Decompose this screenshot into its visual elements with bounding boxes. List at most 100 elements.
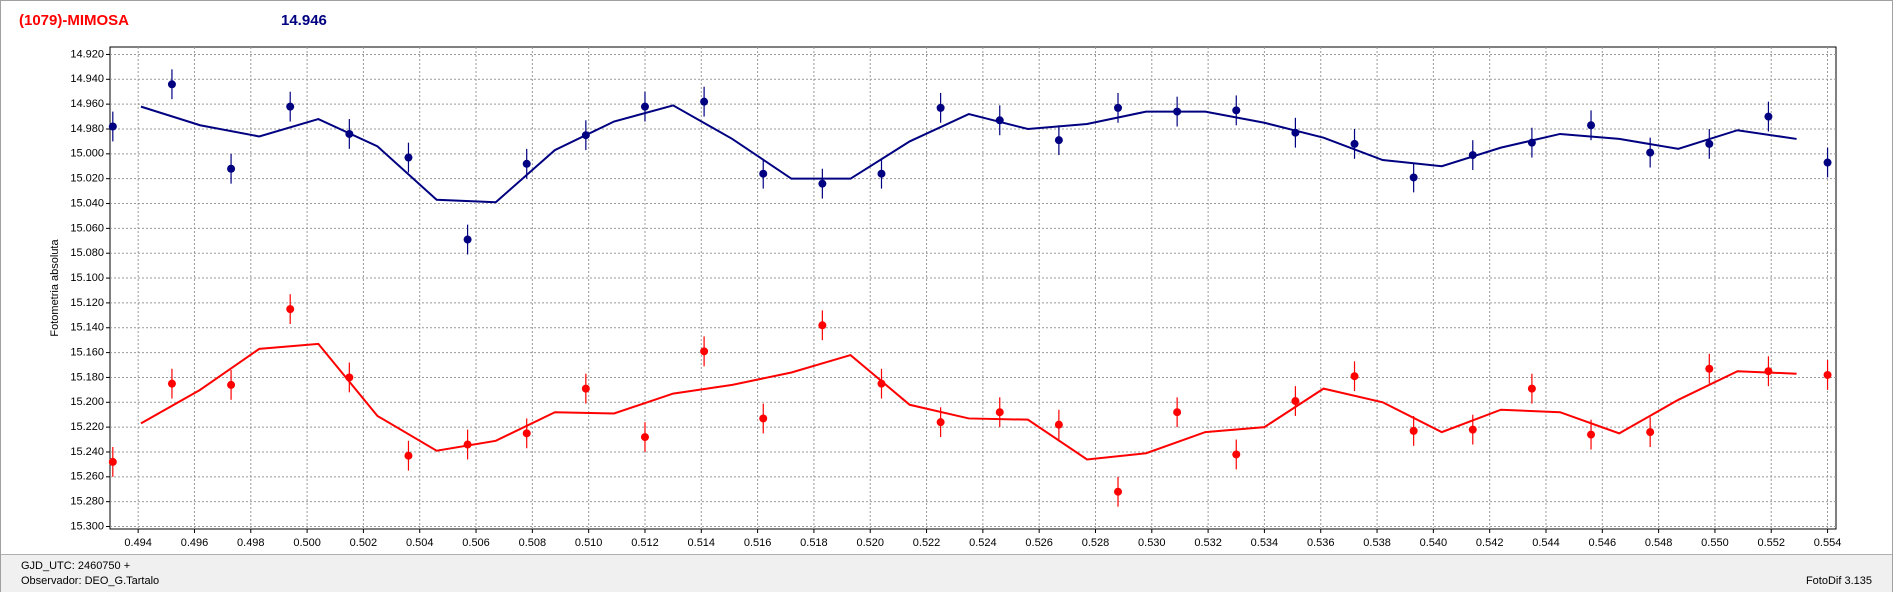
y-tick-label: 15.100	[70, 272, 104, 284]
y-tick-label: 14.960	[70, 98, 104, 110]
x-tick-label: 0.542	[1476, 537, 1504, 549]
data-point	[581, 131, 590, 140]
y-tick-label: 15.040	[70, 197, 104, 209]
x-tick-label: 0.504	[406, 537, 434, 549]
x-tick-label: 0.532	[1194, 537, 1222, 549]
data-point	[759, 169, 768, 178]
data-point	[1350, 372, 1359, 381]
y-tick-label: 15.060	[70, 222, 104, 234]
y-tick-label: 15.300	[70, 520, 104, 532]
data-point	[404, 451, 413, 460]
data-point	[700, 97, 709, 106]
y-tick-label: 15.120	[70, 297, 104, 309]
data-point	[936, 418, 945, 427]
data-point	[640, 433, 649, 442]
x-tick-label: 0.514	[688, 537, 716, 549]
data-point	[1468, 425, 1477, 434]
y-tick-label: 15.240	[70, 446, 104, 458]
chart-subtitle: 14.946	[281, 12, 327, 29]
data-point	[286, 102, 295, 111]
data-point	[700, 347, 709, 356]
data-point	[345, 373, 354, 382]
x-tick-label: 0.520	[856, 537, 884, 549]
data-point	[1587, 430, 1596, 439]
data-point	[759, 414, 768, 423]
observer-label: Observador: DEO_G.Tartalo	[21, 575, 160, 587]
data-point	[345, 129, 354, 138]
data-point	[463, 235, 472, 244]
y-tick-label: 15.140	[70, 322, 104, 334]
x-tick-label: 0.506	[462, 537, 490, 549]
data-point	[1409, 173, 1418, 182]
x-tick-label: 0.530	[1138, 537, 1166, 549]
fit-line	[140, 104, 1797, 204]
x-tick-label: 0.522	[913, 537, 941, 549]
y-tick-label: 15.080	[70, 247, 104, 259]
y-tick-label: 15.220	[70, 421, 104, 433]
data-point	[995, 408, 1004, 417]
x-tick-label: 0.534	[1251, 537, 1279, 549]
x-tick-label: 0.536	[1307, 537, 1335, 549]
x-tick-label: 0.540	[1420, 537, 1448, 549]
x-tick-label: 0.516	[744, 537, 772, 549]
x-tick-label: 0.508	[519, 537, 547, 549]
data-point	[522, 159, 531, 168]
data-point	[522, 429, 531, 438]
data-point	[1823, 158, 1832, 167]
data-point	[227, 380, 236, 389]
y-tick-label: 15.000	[70, 148, 104, 160]
data-point	[877, 379, 886, 388]
data-point	[167, 379, 176, 388]
x-tick-label: 0.502	[350, 537, 378, 549]
data-point	[818, 179, 827, 188]
data-point	[936, 103, 945, 112]
data-point	[1114, 103, 1123, 112]
data-point	[1054, 420, 1063, 429]
data-point	[404, 153, 413, 162]
x-tick-label: 0.498	[237, 537, 265, 549]
chart: (1079)-MIMOSA 14.946 Fotometria absoluta…	[19, 12, 1841, 549]
y-tick-label: 15.180	[70, 371, 104, 383]
fit-line	[140, 342, 1797, 461]
data-point	[1468, 151, 1477, 160]
data-point	[286, 305, 295, 314]
x-tick-label: 0.544	[1532, 537, 1560, 549]
x-tick-label: 0.512	[631, 537, 659, 549]
version-label: FotoDif 3.135	[1805, 575, 1872, 587]
y-tick-label: 14.980	[70, 123, 104, 135]
chart-title: (1079)-MIMOSA	[19, 12, 129, 29]
gjd-label: GJD_UTC: 2460750 +	[21, 560, 131, 572]
data-point	[1232, 106, 1241, 115]
data-point	[227, 164, 236, 173]
data-point	[463, 440, 472, 449]
data-point	[108, 457, 117, 466]
data-point	[167, 80, 176, 89]
plot-area	[109, 46, 1837, 530]
data-point	[1705, 139, 1714, 148]
x-tick-label: 0.552	[1757, 537, 1785, 549]
x-tick-label: 0.500	[293, 537, 321, 549]
y-tick-label: 14.940	[70, 73, 104, 85]
x-tick-label: 0.548	[1645, 537, 1673, 549]
data-point	[995, 116, 1004, 125]
y-tick-label: 14.920	[70, 48, 104, 60]
data-point	[1705, 364, 1714, 373]
data-point	[1764, 367, 1773, 376]
x-tick-label: 0.510	[575, 537, 603, 549]
data-point	[1646, 428, 1655, 437]
data-point	[1587, 121, 1596, 130]
data-point	[1527, 384, 1536, 393]
data-point	[1291, 128, 1300, 137]
data-point	[1823, 370, 1832, 379]
data-point	[1232, 450, 1241, 459]
data-point	[818, 321, 827, 330]
x-tick-label: 0.528	[1082, 537, 1110, 549]
x-tick-label: 0.496	[181, 537, 209, 549]
x-tick-label: 0.538	[1363, 537, 1391, 549]
y-tick-label: 15.280	[70, 496, 104, 508]
data-point	[581, 384, 590, 393]
data-point	[1350, 139, 1359, 148]
x-tick-label: 0.494	[124, 537, 152, 549]
x-tick-label: 0.550	[1701, 537, 1729, 549]
